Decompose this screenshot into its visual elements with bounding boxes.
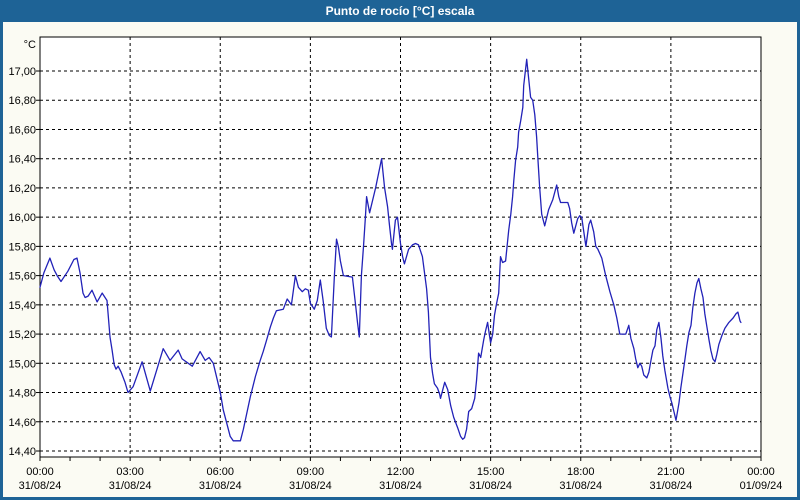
x-axis-time-label: 21:00 <box>657 466 685 478</box>
y-axis-label: 15,40 <box>8 300 36 312</box>
series-line <box>39 58 742 442</box>
y-axis-label: 16,00 <box>8 212 36 224</box>
y-axis-label: 16,80 <box>8 95 36 107</box>
page-title: Punto de rocío [°C] escala <box>325 4 475 18</box>
x-axis-time-label: 09:00 <box>297 466 325 478</box>
x-axis-time-label: 12:00 <box>387 466 415 478</box>
x-axis-date-label: 31/08/24 <box>199 480 242 492</box>
x-axis-time-label: 18:00 <box>567 466 595 478</box>
x-axis-date-label: 31/08/24 <box>289 480 332 492</box>
y-axis-label: 15,80 <box>8 241 36 253</box>
y-axis-label: 16,20 <box>8 183 36 195</box>
x-axis-time-label: 06:00 <box>206 466 234 478</box>
y-axis-label: 16,40 <box>8 154 36 166</box>
y-axis-label: 15,20 <box>8 329 36 341</box>
x-axis-date-label: 31/08/24 <box>109 480 152 492</box>
y-axis-label: 14,80 <box>8 388 36 400</box>
y-axis-unit-label: °C <box>24 39 36 51</box>
x-axis-time-label: 00:00 <box>747 466 775 478</box>
x-axis-date-label: 31/08/24 <box>379 480 422 492</box>
x-axis-time-label: 03:00 <box>116 466 144 478</box>
y-axis-label: 14,40 <box>8 446 36 458</box>
x-axis-time-label: 00:00 <box>26 466 54 478</box>
title-bar: Punto de rocío [°C] escala <box>0 0 800 22</box>
x-axis-date-label: 31/08/24 <box>19 480 62 492</box>
x-axis-date-label: 31/08/24 <box>469 480 512 492</box>
x-axis-date-label: 31/08/24 <box>559 480 602 492</box>
y-axis-label: 16,60 <box>8 124 36 136</box>
x-axis-date-label: 31/08/24 <box>649 480 692 492</box>
x-axis-date-label: 01/09/24 <box>740 480 783 492</box>
y-axis-label: 14,60 <box>8 417 36 429</box>
y-axis-label: 15,00 <box>8 358 36 370</box>
y-axis-label: 15,60 <box>8 271 36 283</box>
y-axis-label: 17,00 <box>8 66 36 78</box>
x-axis-time-label: 15:00 <box>477 466 505 478</box>
